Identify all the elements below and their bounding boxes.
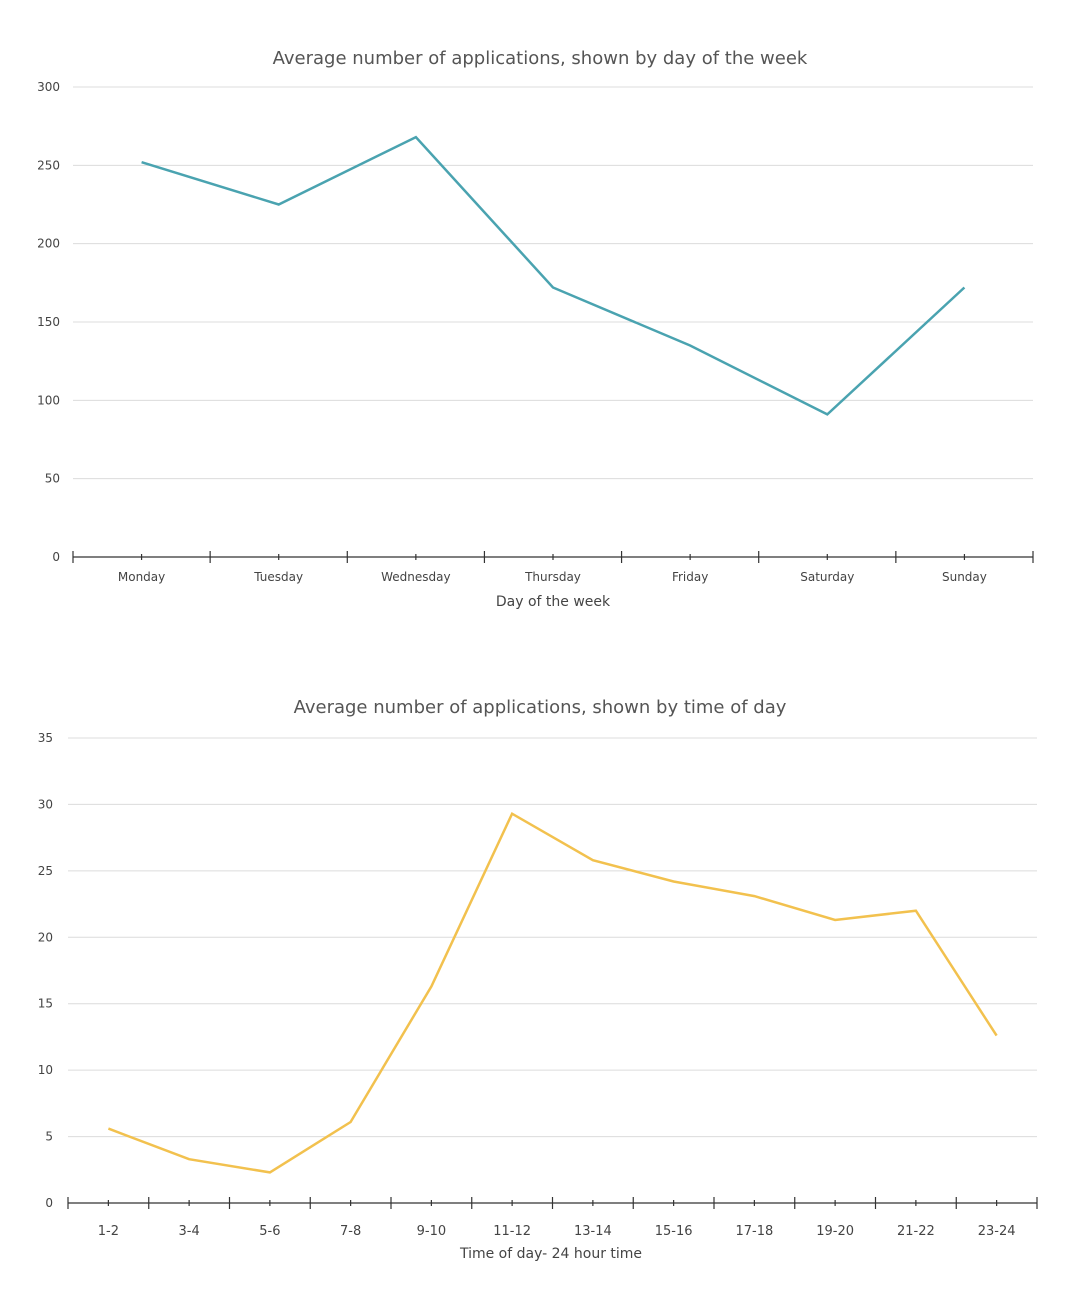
x-tick-label: Wednesday <box>381 570 450 584</box>
y-tick-label: 300 <box>37 80 60 94</box>
x-tick-label: Thursday <box>524 570 581 584</box>
series-line <box>141 135 966 416</box>
series-line <box>107 811 998 1174</box>
y-tick-label: 150 <box>37 315 60 329</box>
y-tick-label: 0 <box>52 550 60 564</box>
y-tick-label: 200 <box>37 237 60 251</box>
x-tick-label: 9-10 <box>417 1224 447 1239</box>
x-tick-label: Saturday <box>800 570 854 584</box>
x-tick-label: 23-24 <box>978 1224 1016 1239</box>
y-tick-label: 20 <box>38 930 53 944</box>
chart-title: Average number of applications, shown by… <box>294 697 787 718</box>
y-tick-label: 5 <box>45 1130 53 1144</box>
x-axis-title: Day of the week <box>496 594 611 610</box>
x-tick-label: 19-20 <box>816 1224 854 1239</box>
x-tick-label: Tuesday <box>253 570 303 584</box>
x-tick-label: 21-22 <box>897 1224 935 1239</box>
y-tick-label: 15 <box>38 997 53 1011</box>
x-tick-label: 1-2 <box>98 1224 119 1239</box>
y-tick-label: 100 <box>37 393 60 407</box>
x-tick-label: 15-16 <box>655 1224 693 1239</box>
y-tick-label: 0 <box>45 1196 53 1210</box>
chart-time-of-day: Average number of applications, shown by… <box>38 697 1038 1262</box>
x-tick-label: Friday <box>672 570 708 584</box>
x-tick-label: 7-8 <box>340 1224 361 1239</box>
x-axis-title: Time of day- 24 hour time <box>459 1246 642 1262</box>
y-tick-label: 35 <box>38 731 53 745</box>
x-tick-label: Monday <box>118 570 165 584</box>
x-tick-label: 11-12 <box>493 1224 531 1239</box>
x-tick-label: 17-18 <box>735 1224 773 1239</box>
chart-title: Average number of applications, shown by… <box>273 48 808 69</box>
y-tick-label: 25 <box>38 864 53 878</box>
x-tick-label: 13-14 <box>574 1224 612 1239</box>
x-tick-label: 5-6 <box>259 1224 280 1239</box>
y-tick-label: 50 <box>45 472 60 486</box>
x-tick-label: 3-4 <box>179 1224 200 1239</box>
y-tick-label: 250 <box>37 158 60 172</box>
chart-day-of-week: Average number of applications, shown by… <box>37 48 1034 610</box>
y-tick-label: 10 <box>38 1063 53 1077</box>
y-tick-label: 30 <box>38 797 53 811</box>
x-tick-label: Sunday <box>942 570 987 584</box>
